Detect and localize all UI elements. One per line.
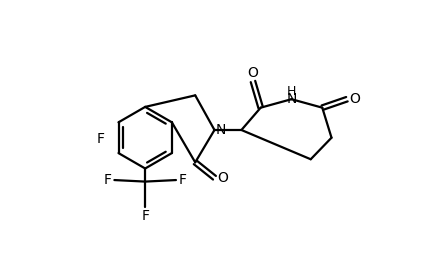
Text: O: O (248, 66, 259, 80)
Text: O: O (349, 92, 360, 106)
Text: N: N (286, 92, 296, 106)
Text: N: N (216, 123, 226, 137)
Text: F: F (96, 132, 104, 146)
Text: F: F (178, 173, 186, 187)
Text: F: F (104, 173, 112, 187)
Text: F: F (141, 209, 149, 223)
Text: H: H (287, 85, 296, 98)
Text: O: O (217, 171, 227, 185)
